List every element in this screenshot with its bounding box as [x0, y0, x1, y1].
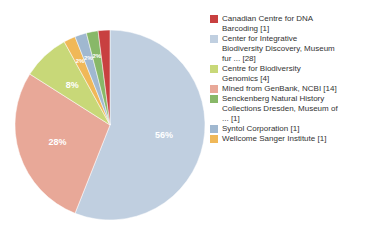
- svg-text:56%: 56%: [155, 130, 173, 140]
- html-text:Syntol Corporation [1]: Syntol Corporation [1]: [222, 124, 300, 133]
- html-text:Wellcome Sanger Institute [1]: Wellcome Sanger Institute [1]: [222, 134, 327, 143]
- html-text:Senckenberg Natural History Co: Senckenberg Natural History Collections …: [222, 94, 338, 123]
- html-text:Center for Integrative Biodive: Center for Integrative Biodiversity Disc…: [222, 34, 335, 63]
- html-text:2%2%: 2%2%: [75, 55, 93, 65]
- html-text:Canadian Centre for DNA Barcod: Canadian Centre for DNA Barcoding [1]: [222, 14, 314, 33]
- html-text:Mined from GenBank, NCBI [14]: Mined from GenBank, NCBI [14]: [222, 84, 337, 93]
- html-text:Centre for Biodiversity Genomi: Centre for Biodiversity Genomics [4]: [222, 64, 301, 83]
- svg-text:28%: 28%: [49, 137, 67, 147]
- svg-text:2%: 2%: [92, 53, 101, 59]
- svg-text:8%: 8%: [66, 80, 79, 90]
